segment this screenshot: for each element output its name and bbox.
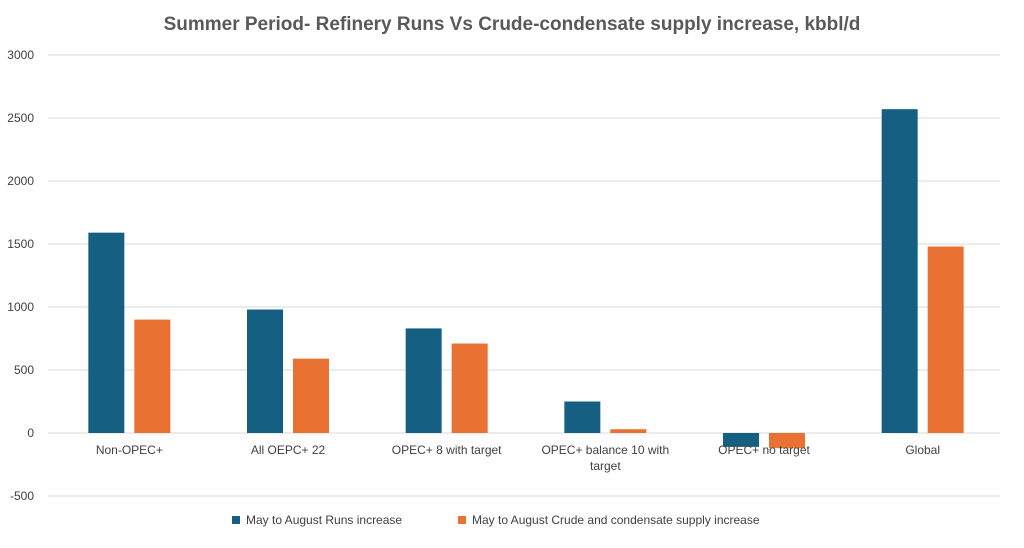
category-label: OPEC+ no target: [718, 443, 810, 457]
gridlines: [48, 54, 1000, 497]
legend-label: May to August Runs increase: [246, 513, 402, 527]
y-tick-label: 1500: [7, 237, 34, 251]
bar-supply-3: [610, 429, 647, 433]
category-label: Global: [905, 443, 940, 457]
bar-runs-1: [247, 309, 283, 433]
bar-runs-2: [405, 328, 442, 433]
bar-supply-4: [769, 433, 805, 449]
y-tick-label: 0: [27, 426, 34, 440]
category-label: OPEC+ balance 10 with: [541, 443, 669, 457]
bar-runs-3: [564, 401, 601, 433]
y-tick-label: 500: [14, 363, 34, 377]
legend: May to August Runs increase May to August…: [232, 513, 760, 527]
bar-runs-5: [881, 109, 918, 434]
category-label: All OEPC+ 22: [251, 443, 326, 457]
bars: [88, 109, 964, 449]
y-tick-label: 2000: [7, 174, 34, 188]
y-tick-label: 2500: [7, 111, 34, 125]
y-tick-label: 1000: [7, 300, 34, 314]
bar-runs-0: [88, 232, 125, 433]
legend-swatch: [458, 516, 466, 524]
category-label: target: [590, 459, 621, 473]
x-axis-categories: Non-OPEC+ All OEPC+ 22 OPEC+ 8 with target…: [96, 443, 940, 473]
chart-title: Summer Period- Refinery Runs Vs Crude-co…: [164, 14, 861, 35]
bar-supply-2: [451, 343, 488, 433]
category-label: OPEC+ 8 with target: [392, 443, 502, 457]
bar-supply-5: [927, 246, 964, 433]
y-axis-ticks: 3000 2500 2000 1500 1000 500 0 -500: [7, 48, 34, 503]
category-label: Non-OPEC+: [96, 443, 163, 457]
bar-runs-4: [723, 433, 759, 447]
bar-supply-0: [134, 319, 171, 433]
bar-supply-1: [293, 358, 329, 433]
y-tick-label: 3000: [7, 48, 34, 62]
legend-swatch: [232, 516, 240, 524]
y-tick-label: -500: [10, 489, 34, 503]
legend-label: May to August Crude and condensate suppl…: [472, 513, 760, 527]
